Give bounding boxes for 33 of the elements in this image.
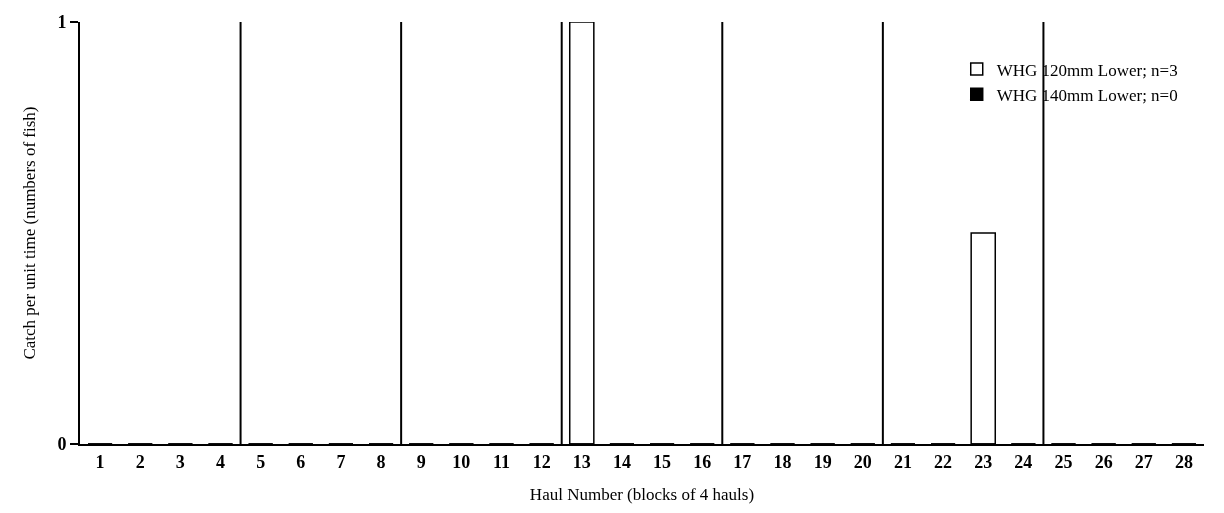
x-tick-label: 21 — [893, 451, 912, 472]
x-tick-label: 24 — [1014, 451, 1033, 472]
y-axis-title: Catch per unit time (numbers of fish) — [20, 106, 39, 360]
x-tick-label: 26 — [1094, 451, 1113, 472]
x-tick-label: 13 — [572, 451, 591, 472]
x-tick-label: 20 — [853, 451, 872, 472]
x-tick-label: 11 — [492, 451, 511, 472]
x-tick-label: 28 — [1174, 451, 1193, 472]
x-tick-label: 7 — [336, 451, 346, 472]
legend-label: WHG 120mm Lower; n=3 — [996, 60, 1178, 80]
x-tick-label: 6 — [296, 451, 306, 472]
x-tick-label: 14 — [612, 451, 631, 472]
legend-label: WHG 140mm Lower; n=0 — [996, 85, 1178, 105]
x-tick-label: 18 — [773, 451, 792, 472]
x-tick-label: 16 — [693, 451, 712, 472]
x-tick-label: 12 — [532, 451, 551, 472]
x-tick-label: 2 — [135, 451, 145, 472]
x-tick-label: 4 — [216, 451, 225, 472]
y-tick-label: 0 — [57, 434, 67, 455]
x-tick-label: 22 — [934, 451, 953, 472]
x-tick-label: 25 — [1054, 451, 1073, 472]
x-tick-label: 10 — [452, 451, 471, 472]
x-tick-label: 9 — [416, 451, 426, 472]
x-tick-label: 23 — [974, 451, 993, 472]
x-tick-label: 3 — [175, 451, 185, 472]
x-tick-label: 27 — [1134, 451, 1153, 472]
x-tick-label: 8 — [376, 451, 386, 472]
x-tick-label: 1 — [95, 451, 105, 472]
x-tick-label: 19 — [813, 451, 832, 472]
x-axis-title: Haul Number (blocks of 4 hauls) — [529, 485, 755, 505]
x-tick-label: 15 — [653, 451, 672, 472]
x-tick-label: 17 — [733, 451, 752, 472]
x-tick-label: 5 — [256, 451, 266, 472]
